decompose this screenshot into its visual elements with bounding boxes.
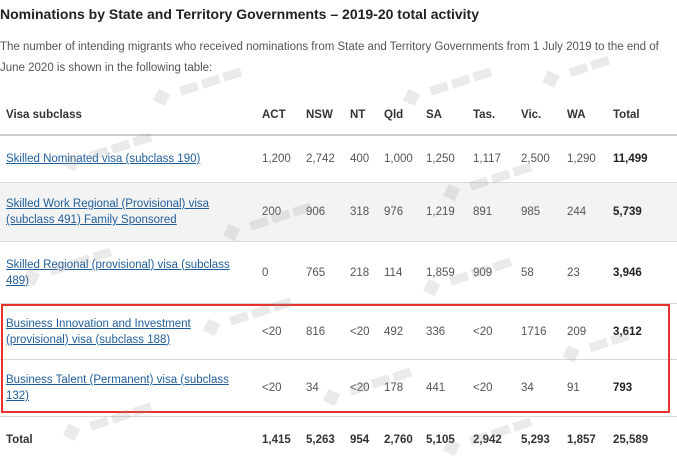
header-nt: NT (350, 96, 384, 135)
table-row: Skilled Nominated visa (subclass 190) 1,… (0, 135, 677, 183)
cell-act: 200 (262, 183, 306, 242)
cell-wa: 244 (567, 183, 613, 242)
cell-nsw: 816 (306, 304, 350, 360)
total-wa: 1,857 (567, 417, 613, 463)
table-row: Business Talent (Permanent) visa (subcla… (0, 360, 677, 417)
header-visa-subclass: Visa subclass (0, 96, 262, 135)
cell-tas: 891 (473, 183, 521, 242)
header-wa: WA (567, 96, 613, 135)
cell-nt: 400 (350, 135, 384, 183)
cell-sa: 1,250 (426, 135, 473, 183)
cell-vic: 985 (521, 183, 567, 242)
cell-vic: 1716 (521, 304, 567, 360)
cell-qld: 492 (384, 304, 426, 360)
table-row: Skilled Regional (provisional) visa (sub… (0, 242, 677, 304)
cell-nsw: 34 (306, 360, 350, 417)
cell-tas: 1,117 (473, 135, 521, 183)
header-act: ACT (262, 96, 306, 135)
cell-tas: <20 (473, 360, 521, 417)
cell-act: 0 (262, 242, 306, 304)
cell-total: 11,499 (613, 135, 677, 183)
nominations-table: Visa subclass ACT NSW NT Qld SA Tas. Vic… (0, 96, 677, 463)
cell-nsw: 765 (306, 242, 350, 304)
cell-qld: 114 (384, 242, 426, 304)
page-title: Nominations by State and Territory Gover… (0, 6, 677, 22)
cell-nt: <20 (350, 360, 384, 417)
cell-act: <20 (262, 360, 306, 417)
cell-nt: 218 (350, 242, 384, 304)
cell-nsw: 2,742 (306, 135, 350, 183)
cell-total: 5,739 (613, 183, 677, 242)
cell-wa: 209 (567, 304, 613, 360)
header-tas: Tas. (473, 96, 521, 135)
cell-vic: 34 (521, 360, 567, 417)
intro-paragraph: The number of intending migrants who rec… (0, 37, 670, 79)
cell-sa: 336 (426, 304, 473, 360)
cell-act: <20 (262, 304, 306, 360)
cell-tas: <20 (473, 304, 521, 360)
visa-link-190[interactable]: Skilled Nominated visa (subclass 190) (6, 153, 200, 165)
visa-cell: Business Innovation and Investment (prov… (0, 304, 262, 360)
cell-vic: 58 (521, 242, 567, 304)
cell-nt: 318 (350, 183, 384, 242)
total-tas: 2,942 (473, 417, 521, 463)
total-vic: 5,293 (521, 417, 567, 463)
cell-nt: <20 (350, 304, 384, 360)
header-qld: Qld (384, 96, 426, 135)
header-vic: Vic. (521, 96, 567, 135)
header-nsw: NSW (306, 96, 350, 135)
visa-link-132[interactable]: Business Talent (Permanent) visa (subcla… (6, 374, 229, 402)
visa-cell: Skilled Nominated visa (subclass 190) (0, 135, 262, 183)
cell-sa: 1,859 (426, 242, 473, 304)
cell-sa: 1,219 (426, 183, 473, 242)
cell-total: 793 (613, 360, 677, 417)
cell-qld: 178 (384, 360, 426, 417)
visa-link-491[interactable]: Skilled Work Regional (Provisional) visa… (6, 198, 209, 226)
visa-cell: Business Talent (Permanent) visa (subcla… (0, 360, 262, 417)
header-total: Total (613, 96, 677, 135)
cell-vic: 2,500 (521, 135, 567, 183)
cell-wa: 91 (567, 360, 613, 417)
cell-wa: 23 (567, 242, 613, 304)
visa-cell: Skilled Regional (provisional) visa (sub… (0, 242, 262, 304)
total-qld: 2,760 (384, 417, 426, 463)
cell-act: 1,200 (262, 135, 306, 183)
visa-cell: Skilled Work Regional (Provisional) visa… (0, 183, 262, 242)
cell-tas: 909 (473, 242, 521, 304)
total-row: Total 1,415 5,263 954 2,760 5,105 2,942 … (0, 417, 677, 463)
cell-total: 3,612 (613, 304, 677, 360)
table-row: Skilled Work Regional (Provisional) visa… (0, 183, 677, 242)
total-sa: 5,105 (426, 417, 473, 463)
cell-wa: 1,290 (567, 135, 613, 183)
visa-link-489[interactable]: Skilled Regional (provisional) visa (sub… (6, 259, 230, 287)
total-label: Total (0, 417, 262, 463)
visa-link-188[interactable]: Business Innovation and Investment (prov… (6, 318, 191, 346)
cell-total: 3,946 (613, 242, 677, 304)
total-nsw: 5,263 (306, 417, 350, 463)
table-row: Business Innovation and Investment (prov… (0, 304, 677, 360)
cell-qld: 1,000 (384, 135, 426, 183)
total-act: 1,415 (262, 417, 306, 463)
cell-nsw: 906 (306, 183, 350, 242)
total-grand: 25,589 (613, 417, 677, 463)
cell-sa: 441 (426, 360, 473, 417)
table-header-row: Visa subclass ACT NSW NT Qld SA Tas. Vic… (0, 96, 677, 135)
header-sa: SA (426, 96, 473, 135)
total-nt: 954 (350, 417, 384, 463)
cell-qld: 976 (384, 183, 426, 242)
